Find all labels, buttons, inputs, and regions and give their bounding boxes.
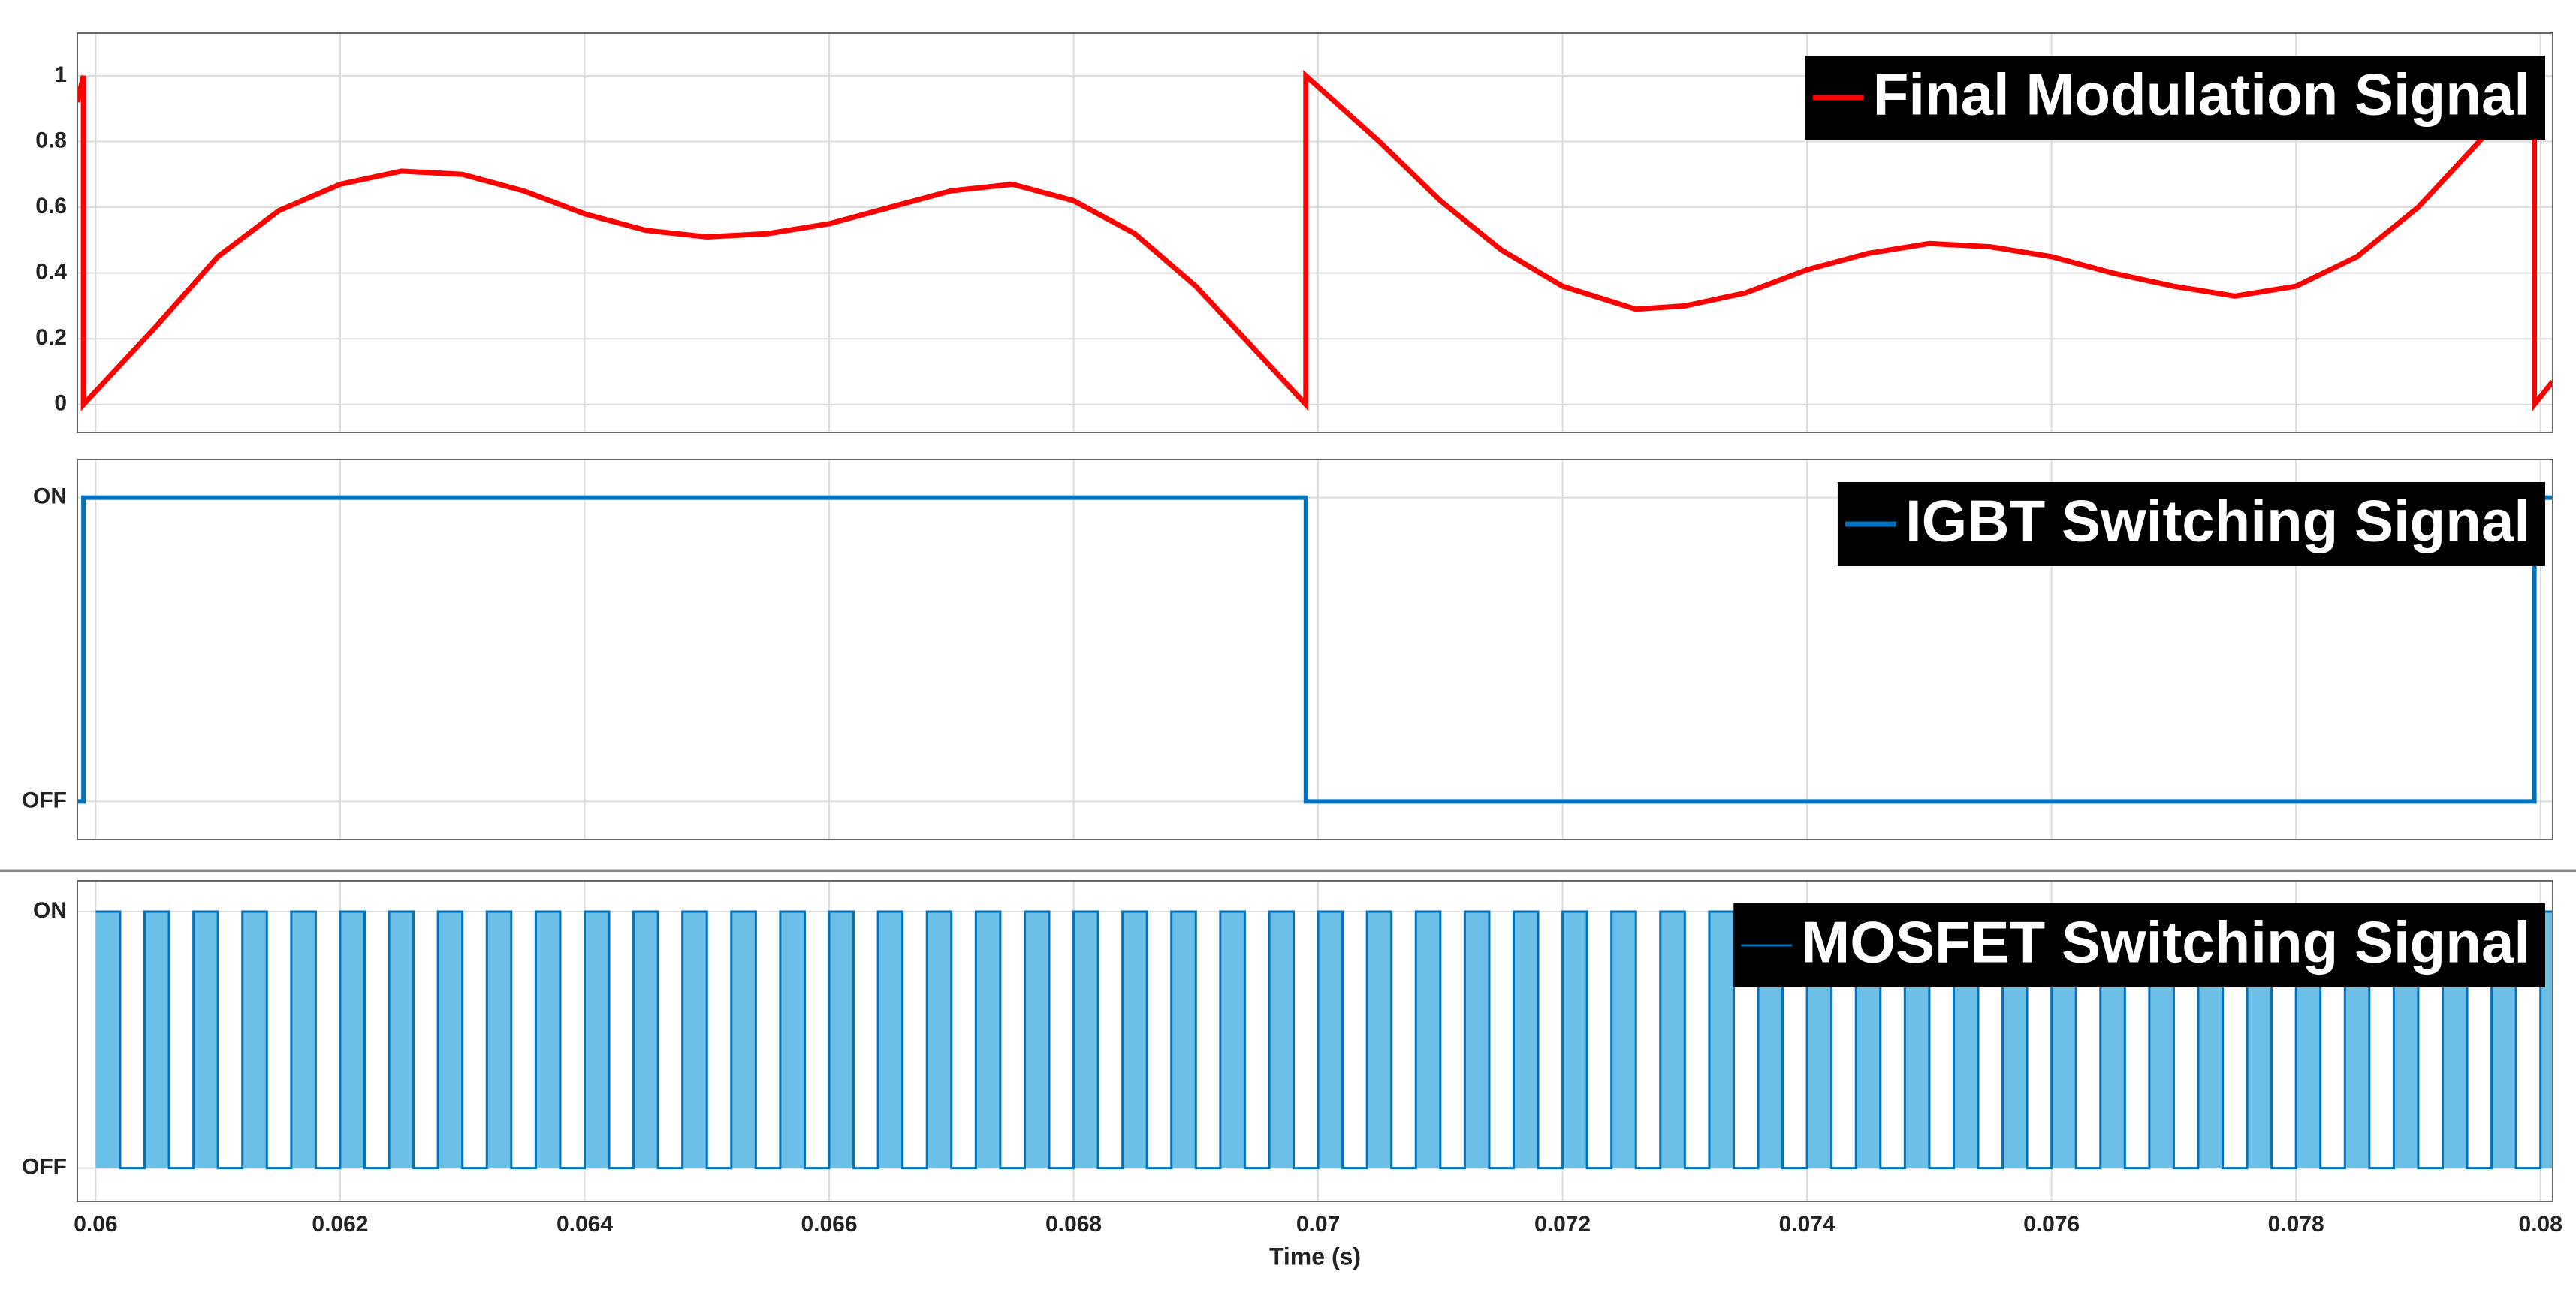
x-tick-label: 0.07 bbox=[1296, 1212, 1340, 1237]
x-tick-label: 0.062 bbox=[312, 1212, 368, 1237]
y-tick-label: 0 bbox=[54, 391, 67, 416]
y-tick-label: OFF bbox=[22, 1155, 67, 1180]
plot-border bbox=[77, 32, 2553, 433]
y-tick-label: 0.4 bbox=[35, 260, 67, 285]
legend: Final Modulation Signal bbox=[1805, 56, 2545, 140]
x-tick-label: 0.08 bbox=[2519, 1212, 2562, 1237]
signal-step bbox=[95, 910, 2553, 1170]
legend-box bbox=[1733, 903, 2545, 987]
x-tick-label: 0.066 bbox=[801, 1212, 857, 1237]
plot-border bbox=[77, 880, 2553, 1202]
x-tick-label: 0.074 bbox=[1779, 1212, 1835, 1237]
y-tick-label: OFF bbox=[22, 788, 67, 812]
pulse-area bbox=[95, 911, 2553, 1168]
x-tick-label: 0.076 bbox=[2023, 1212, 2080, 1237]
y-tick-label: 0.2 bbox=[35, 325, 67, 350]
x-tick-label: 0.068 bbox=[1045, 1212, 1102, 1237]
legend-label: Final Modulation Signal bbox=[1873, 62, 2530, 128]
signal-line bbox=[77, 68, 2553, 412]
plot-border bbox=[77, 459, 2553, 840]
y-tick-label: 0.6 bbox=[35, 194, 67, 218]
x-tick-label: 0.078 bbox=[2268, 1212, 2324, 1237]
x-axis-label: Time (s) bbox=[1269, 1243, 1361, 1270]
x-tick-label: 0.064 bbox=[557, 1212, 613, 1237]
x-tick-label: 0.072 bbox=[1534, 1212, 1591, 1237]
legend-box bbox=[1837, 482, 2545, 566]
y-tick-label: ON bbox=[33, 484, 67, 509]
y-tick-label: ON bbox=[33, 898, 67, 923]
y-tick-label: 0.8 bbox=[35, 128, 67, 152]
legend-box bbox=[1805, 56, 2545, 140]
y-tick-label: 1 bbox=[54, 62, 67, 87]
legend-label: IGBT Switching Signal bbox=[1905, 488, 2530, 554]
legend-label: MOSFET Switching Signal bbox=[1801, 909, 2530, 975]
legend: MOSFET Switching Signal bbox=[1733, 903, 2545, 987]
legend: IGBT Switching Signal bbox=[1837, 482, 2545, 566]
x-tick-label: 0.06 bbox=[74, 1212, 117, 1237]
